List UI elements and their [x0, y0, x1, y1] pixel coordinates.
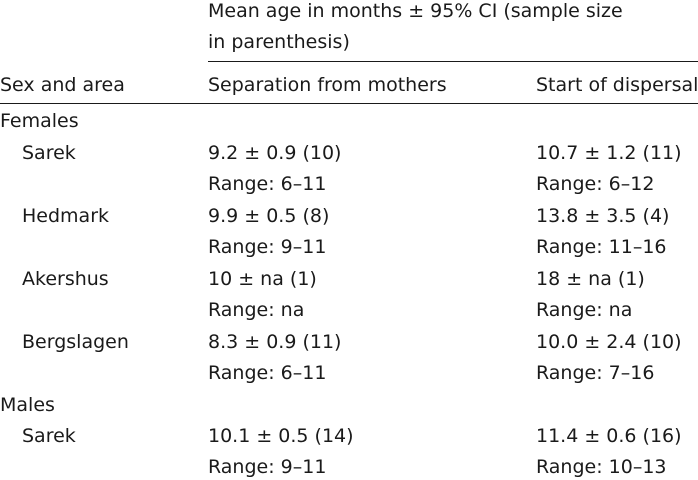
separation-value: 9.9 ± 0.5 (8) [208, 205, 330, 227]
header-spanner-line2: in parenthesis) [208, 31, 350, 53]
separation-range: Range: 9–11 [208, 456, 327, 478]
header-spanner-line1: Mean age in months ± 95% CI (sample size [208, 0, 623, 22]
dispersal-range: Range: 11–16 [536, 236, 667, 258]
separation-value: 10.1 ± 0.5 (14) [208, 425, 354, 447]
group-label-females: Females [0, 110, 79, 132]
dispersal-value: 11.4 ± 0.6 (16) [536, 425, 682, 447]
spanner-rule [208, 61, 698, 62]
area-label: Akershus [22, 268, 109, 290]
header-dispersal: Start of dispersal [536, 74, 698, 96]
dispersal-value: 18 ± na (1) [536, 268, 645, 290]
dispersal-value: 10.0 ± 2.4 (10) [536, 331, 682, 353]
separation-value: 8.3 ± 0.9 (11) [208, 331, 342, 353]
header-separation: Separation from mothers [208, 74, 447, 96]
dispersal-range: Range: 10–13 [536, 456, 667, 478]
dispersal-range: Range: 6–12 [536, 173, 655, 195]
area-label: Sarek [22, 142, 76, 164]
separation-value: 9.2 ± 0.9 (10) [208, 142, 342, 164]
header-rule [0, 103, 698, 104]
group-label-males: Males [0, 394, 55, 416]
dispersal-range: Range: 7–16 [536, 362, 655, 384]
separation-range: Range: 6–11 [208, 362, 327, 384]
separation-range: Range: 9–11 [208, 236, 327, 258]
area-label: Hedmark [22, 205, 110, 227]
separation-value: 10 ± na (1) [208, 268, 317, 290]
header-sex-and-area: Sex and area [0, 74, 125, 96]
area-label: Bergslagen [22, 331, 129, 353]
separation-range: Range: 6–11 [208, 173, 327, 195]
dispersal-range: Range: na [536, 299, 633, 321]
area-label: Sarek [22, 425, 76, 447]
dispersal-value: 13.8 ± 3.5 (4) [536, 205, 670, 227]
separation-range: Range: na [208, 299, 305, 321]
dispersal-value: 10.7 ± 1.2 (11) [536, 142, 682, 164]
